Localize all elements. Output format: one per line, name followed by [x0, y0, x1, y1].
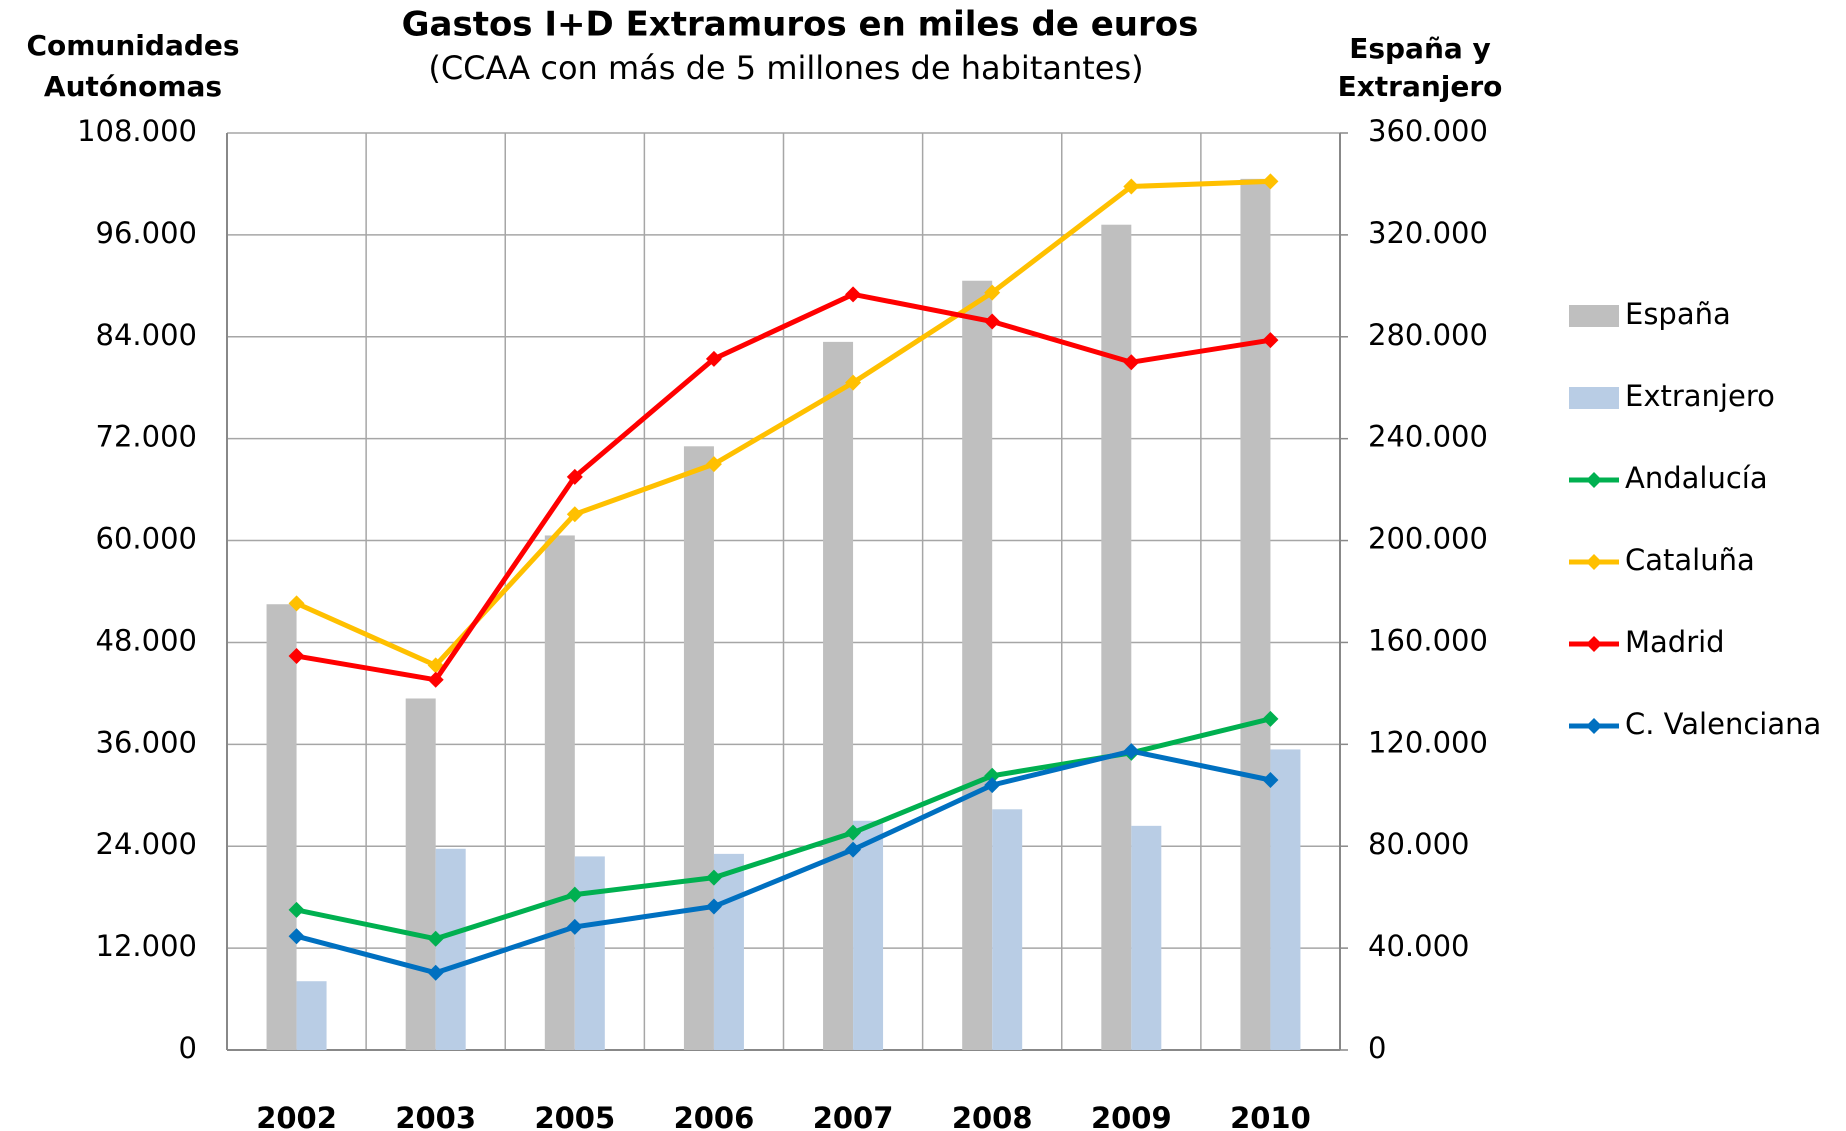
y2-tick-label: 360.000 — [1368, 114, 1488, 148]
y2-axis-label: España y — [1349, 32, 1491, 65]
bar — [296, 981, 327, 1050]
x-tick-label: 2006 — [674, 1101, 755, 1131]
y-tick-label: 48.000 — [96, 623, 197, 657]
bar — [266, 604, 297, 1050]
bar — [1131, 825, 1162, 1050]
y-axis-label: Comunidades — [26, 29, 239, 62]
marker — [1262, 710, 1279, 727]
marker — [1123, 178, 1140, 195]
y-axis-label: Autónomas — [44, 70, 222, 103]
marker — [566, 886, 583, 903]
x-tick-label: 2003 — [395, 1101, 476, 1131]
marker — [1262, 771, 1279, 788]
marker — [288, 901, 305, 918]
y2-tick-label: 200.000 — [1368, 522, 1488, 556]
legend-marker — [1586, 636, 1602, 652]
y-tick-label: 96.000 — [96, 216, 197, 250]
bar — [683, 446, 714, 1050]
y-tick-label: 24.000 — [96, 827, 197, 861]
bar — [853, 820, 884, 1050]
y2-tick-label: 80.000 — [1368, 827, 1469, 861]
marker — [984, 767, 1001, 784]
y2-tick-label: 40.000 — [1368, 929, 1469, 963]
legend-swatch — [1569, 305, 1619, 327]
marker — [845, 286, 862, 303]
marker — [705, 869, 722, 886]
marker — [705, 898, 722, 915]
marker — [1262, 332, 1279, 349]
marker — [1123, 743, 1140, 760]
bar — [574, 856, 605, 1050]
bar — [1270, 749, 1301, 1050]
x-tick-label: 2007 — [813, 1101, 894, 1131]
bar — [1240, 178, 1271, 1051]
bar — [962, 280, 993, 1050]
bar — [435, 848, 466, 1050]
marker — [288, 648, 305, 665]
y-tick-label: 84.000 — [96, 318, 197, 352]
y-tick-label: 36.000 — [96, 725, 197, 759]
marker — [427, 671, 444, 688]
chart-subtitle: (CCAA con más de 5 millones de habitante… — [428, 49, 1143, 87]
marker — [705, 350, 722, 367]
y2-tick-label: 120.000 — [1368, 725, 1488, 759]
marker — [427, 657, 444, 674]
marker — [984, 284, 1001, 301]
bar — [1101, 224, 1132, 1050]
marker — [427, 964, 444, 981]
y2-axis-label: Extranjero — [1338, 70, 1503, 103]
legend-swatch — [1569, 387, 1619, 409]
marker — [566, 918, 583, 935]
bar — [405, 698, 436, 1050]
x-tick-label: 2008 — [952, 1101, 1033, 1131]
legend-label: Extranjero — [1625, 379, 1775, 413]
x-tick-label: 2002 — [256, 1101, 337, 1131]
y2-tick-label: 160.000 — [1368, 623, 1488, 657]
line — [295, 178, 1271, 669]
marker — [845, 841, 862, 858]
y2-tick-label: 240.000 — [1368, 420, 1488, 454]
marker — [1123, 354, 1140, 371]
marker — [288, 595, 305, 612]
bar — [544, 535, 575, 1050]
marker — [984, 313, 1001, 330]
bar — [823, 341, 854, 1051]
y-tick-label: 0 — [179, 1031, 197, 1065]
legend-label: España — [1625, 297, 1731, 331]
marker — [566, 506, 583, 523]
x-tick-label: 2009 — [1091, 1101, 1172, 1131]
y2-tick-label: 320.000 — [1368, 216, 1488, 250]
marker — [845, 824, 862, 841]
y-tick-label: 60.000 — [96, 522, 197, 556]
y-tick-label: 108.000 — [77, 114, 197, 148]
y2-tick-label: 280.000 — [1368, 318, 1488, 352]
y-tick-label: 72.000 — [96, 420, 197, 454]
marker — [705, 456, 722, 473]
y-tick-label: 12.000 — [96, 929, 197, 963]
chart-title: Gastos I+D Extramuros en miles de euros — [402, 5, 1199, 45]
line — [295, 748, 1271, 976]
legend-marker — [1586, 554, 1602, 570]
x-tick-label: 2010 — [1230, 1101, 1311, 1131]
y2-tick-label: 0 — [1368, 1031, 1386, 1065]
line — [296, 291, 1271, 683]
legend-label: Andalucía — [1625, 461, 1768, 495]
legend-marker — [1586, 718, 1602, 734]
x-tick-label: 2005 — [534, 1101, 615, 1131]
marker — [984, 777, 1001, 794]
marker — [288, 928, 305, 945]
bar — [992, 809, 1023, 1050]
legend-label: C. Valenciana — [1625, 707, 1821, 741]
marker — [845, 374, 862, 391]
legend-marker — [1586, 472, 1602, 488]
legend-label: Cataluña — [1625, 543, 1755, 577]
bar — [713, 853, 744, 1050]
legend-label: Madrid — [1625, 625, 1725, 659]
marker — [1262, 173, 1279, 190]
marker — [427, 930, 444, 947]
marker — [566, 468, 583, 485]
